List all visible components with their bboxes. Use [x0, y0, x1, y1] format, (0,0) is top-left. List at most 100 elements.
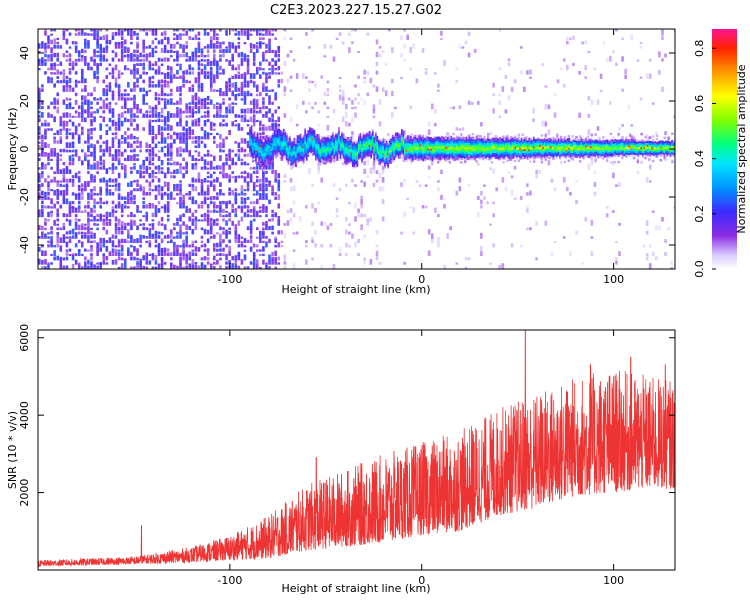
- heatmap-cell: [593, 171, 597, 174]
- heatmap-cell: [275, 135, 277, 138]
- heatmap-cell: [258, 148, 261, 151]
- heatmap-cell: [422, 151, 425, 154]
- heatmap-cell: [163, 79, 167, 84]
- heatmap-cell: [322, 142, 325, 146]
- heatmap-cell: [142, 29, 145, 32]
- heatmap-cell: [225, 136, 228, 140]
- heatmap-cell: [331, 134, 334, 137]
- heatmap-cell: [443, 156, 446, 159]
- heatmap-cell: [105, 139, 109, 144]
- heatmap-cell: [47, 54, 50, 58]
- heatmap-cell: [430, 154, 432, 157]
- heatmap-cell: [56, 218, 60, 222]
- heatmap-cell: [460, 157, 463, 160]
- heatmap-cell: [243, 95, 247, 101]
- heatmap-cell: [424, 143, 426, 146]
- heatmap-cell: [216, 248, 219, 252]
- heatmap-cell: [200, 52, 204, 58]
- heatmap-cell: [133, 155, 136, 161]
- heatmap-cell: [234, 263, 238, 269]
- heatmap-cell: [370, 144, 373, 148]
- heatmap-cell: [302, 139, 305, 142]
- heatmap-cell: [476, 134, 480, 140]
- heatmap-cell: [127, 194, 130, 200]
- heatmap-cell: [151, 40, 155, 45]
- heatmap-cell: [437, 213, 440, 218]
- heatmap-cell: [265, 93, 268, 97]
- heatmap-cell: [185, 138, 188, 144]
- heatmap-cell: [200, 140, 204, 144]
- heatmap-cell: [87, 128, 90, 131]
- heatmap-cell: [258, 152, 261, 155]
- heatmap-cell: [185, 45, 188, 49]
- heatmap-cell: [255, 161, 259, 166]
- heatmap-cell: [315, 139, 317, 142]
- heatmap-cell: [347, 136, 350, 140]
- heatmap-cell: [200, 115, 204, 118]
- heatmap-cell: [117, 120, 121, 127]
- heatmap-cell: [259, 137, 262, 140]
- heatmap-cell: [160, 63, 164, 66]
- heatmap-cell: [179, 199, 182, 205]
- heatmap-cell: [179, 138, 182, 144]
- heatmap-cell: [84, 49, 87, 53]
- heatmap-cell: [256, 132, 259, 135]
- heatmap-cell: [219, 241, 222, 248]
- heatmap-cell: [612, 50, 615, 53]
- heatmap-cell: [322, 144, 325, 147]
- heatmap-cell: [391, 136, 394, 139]
- heatmap-cell: [519, 245, 523, 248]
- heatmap-cell: [252, 212, 256, 218]
- heatmap-cell: [304, 141, 307, 145]
- heatmap-cell: [117, 86, 121, 92]
- heatmap-cell: [362, 143, 365, 146]
- heatmap-cell: [188, 244, 192, 248]
- heatmap-cell: [283, 36, 287, 41]
- heatmap-cell: [636, 59, 640, 62]
- heatmap-cell: [575, 199, 578, 205]
- heatmap-cell: [390, 151, 393, 155]
- heatmap-cell: [424, 205, 428, 209]
- heatmap-cell: [212, 255, 216, 261]
- heatmap-cell: [364, 153, 366, 156]
- heatmap-cell: [381, 139, 383, 142]
- heatmap-cell: [399, 148, 402, 151]
- heatmap-cell: [358, 151, 360, 154]
- heatmap-cell: [148, 110, 152, 114]
- heatmap-cell: [166, 147, 170, 153]
- heatmap-cell: [400, 182, 403, 187]
- heatmap-cell: [416, 149, 419, 152]
- heatmap-cell: [68, 236, 72, 239]
- heatmap-cell: [304, 147, 307, 150]
- heatmap-cell: [283, 113, 287, 118]
- heatmap-cell: [96, 223, 99, 226]
- heatmap-cell: [130, 88, 133, 92]
- heatmap-cell: [157, 178, 161, 183]
- heatmap-cell: [77, 263, 81, 269]
- heatmap-cell: [74, 232, 78, 235]
- heatmap-cell: [237, 205, 241, 209]
- heatmap-cell: [145, 192, 149, 196]
- heatmap-cell: [301, 153, 304, 156]
- heatmap-cell: [96, 262, 99, 265]
- heatmap-cell: [246, 132, 250, 136]
- heatmap-cell: [480, 232, 483, 239]
- heatmap-cell: [324, 146, 327, 150]
- heatmap-cell: [80, 187, 84, 192]
- heatmap-cell: [65, 218, 69, 222]
- heatmap-cell: [307, 154, 310, 158]
- heatmap-cell: [361, 136, 363, 139]
- heatmap-cell: [410, 138, 413, 141]
- heatmap-cell: [65, 103, 69, 110]
- heatmap-cell: [102, 152, 106, 157]
- heatmap-cell: [290, 149, 293, 153]
- heatmap-cell: [269, 143, 271, 146]
- heatmap-cell: [231, 209, 235, 213]
- heatmap-cell: [433, 153, 436, 156]
- heatmap-cell: [256, 136, 259, 139]
- heatmap-cell: [255, 179, 259, 183]
- heatmap-cell: [246, 153, 250, 157]
- heatmap-cell: [267, 156, 270, 159]
- heatmap-cell: [120, 221, 124, 226]
- heatmap-cell: [252, 52, 256, 58]
